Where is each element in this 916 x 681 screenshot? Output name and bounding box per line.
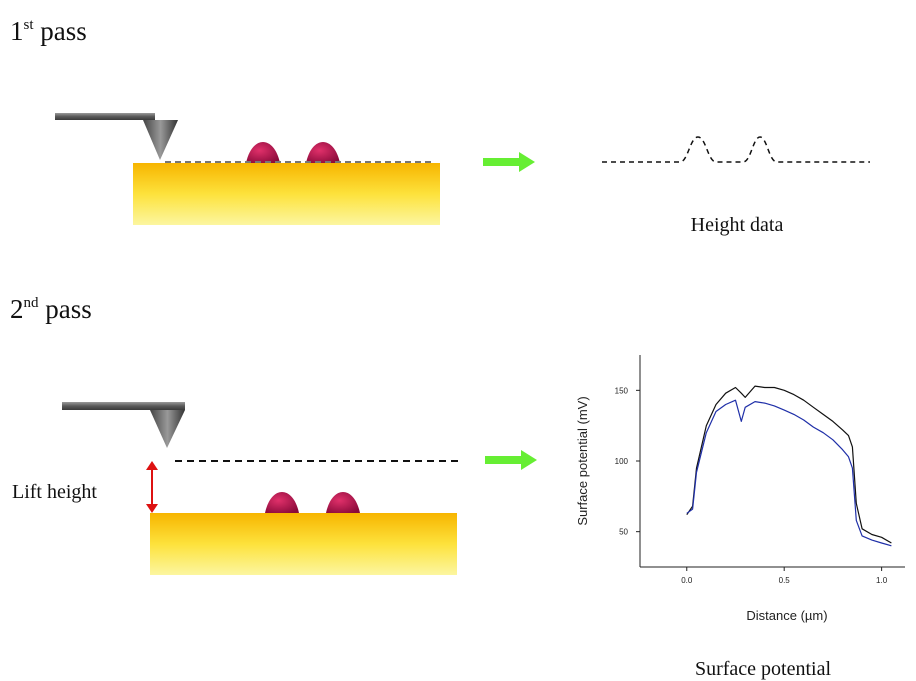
y-axis-label: Surface potential (mV): [575, 396, 590, 525]
arrow: [485, 450, 537, 470]
arrow: [483, 152, 535, 172]
bump: [246, 142, 280, 163]
pass-title: 1st pass: [10, 16, 87, 46]
cantilever: [55, 113, 155, 120]
tip: [150, 410, 185, 448]
caption: Surface potential: [695, 658, 831, 680]
data-line: [686, 385, 892, 544]
pass-title: 2nd pass: [10, 294, 92, 324]
bump: [265, 492, 299, 513]
x-tick-label: 1.0: [876, 576, 888, 585]
lift-arrow: [146, 461, 158, 513]
caption: Lift height: [12, 481, 97, 503]
bump: [326, 492, 360, 513]
bump: [306, 142, 340, 163]
cantilever: [62, 402, 185, 410]
data-line: [686, 399, 892, 547]
y-tick-label: 50: [619, 528, 628, 537]
y-tick-label: 100: [615, 457, 629, 466]
x-tick-label: 0.5: [779, 576, 791, 585]
chart: 0.0 0.5 1.0 50 100 150: [615, 355, 905, 585]
x-tick-label: 0.0: [681, 576, 693, 585]
y-tick-label: 150: [615, 386, 629, 395]
substrate: [133, 163, 440, 225]
x-axis-label: Distance (µm): [746, 608, 827, 623]
caption: Height data: [691, 214, 784, 236]
height-profile: [602, 136, 870, 163]
tip: [143, 120, 178, 160]
substrate: [150, 513, 457, 575]
